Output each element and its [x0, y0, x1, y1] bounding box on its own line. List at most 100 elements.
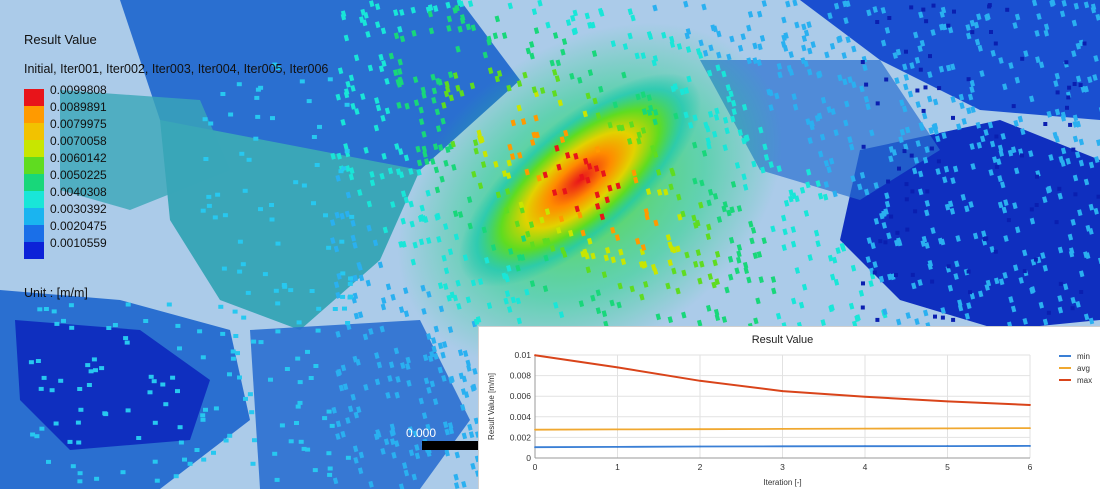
x-tick-label: 6 [1028, 462, 1033, 472]
mesh-node-marker [70, 464, 76, 469]
mesh-node-marker [254, 95, 260, 100]
mesh-node-marker [736, 205, 743, 212]
mesh-node-marker [1096, 139, 1100, 147]
mesh-node-marker [866, 9, 872, 17]
series-point-min [616, 445, 619, 448]
mesh-node-marker [565, 151, 571, 159]
mesh-node-marker [530, 139, 536, 146]
mesh-node-marker [357, 263, 363, 271]
mesh-node-marker [860, 60, 865, 64]
strain-hotspot [397, 22, 783, 368]
mesh-node-marker [947, 284, 954, 292]
mesh-node-marker [232, 309, 238, 314]
mesh-node-marker [273, 288, 279, 293]
mesh-node-marker [353, 312, 360, 320]
mesh-node-marker [258, 207, 263, 212]
mesh-node-marker [935, 135, 941, 143]
mesh-node-marker [757, 10, 763, 18]
mesh-node-marker [905, 312, 911, 319]
mesh-node-marker [486, 38, 492, 46]
legend-entry-min: min [1077, 352, 1090, 361]
mesh-node-marker [1015, 226, 1021, 234]
mesh-node-marker [306, 99, 312, 104]
mesh-node-marker [388, 361, 395, 369]
mesh-node-marker [619, 124, 625, 132]
mesh-node-marker [989, 140, 996, 148]
mesh-node-marker [381, 297, 387, 304]
mesh-node-marker [953, 273, 959, 280]
mesh-node-marker [545, 21, 551, 29]
mesh-node-marker [143, 319, 149, 323]
mesh-node-marker [516, 80, 523, 88]
mesh-node-marker [411, 29, 417, 37]
mesh-node-marker [462, 254, 469, 262]
mesh-node-marker [368, 328, 374, 335]
mesh-node-marker [460, 404, 466, 411]
mesh-node-marker [472, 139, 479, 147]
mesh-node-marker [423, 377, 430, 385]
mesh-node-marker [1048, 154, 1054, 161]
mesh-node-marker [448, 427, 455, 435]
mesh-node-marker [178, 440, 184, 445]
mesh-node-marker [849, 143, 855, 151]
mesh-node-marker [980, 135, 986, 143]
mesh-node-marker [337, 67, 344, 75]
mesh-node-marker [43, 307, 49, 311]
mesh-node-marker [279, 423, 285, 428]
mesh-node-marker [1095, 13, 1100, 21]
mesh-node-marker [803, 209, 810, 217]
mesh-node-marker [391, 451, 397, 459]
mesh-node-marker [438, 305, 445, 313]
mesh-node-marker [861, 144, 866, 149]
mesh-node-marker [918, 188, 924, 196]
result-chart-panel: Result Value 0 0.002 0.004 0.006 0.008 0.01 0 1 2… [478, 326, 1100, 489]
mesh-node-marker [85, 363, 91, 368]
mesh-node-marker [595, 307, 602, 315]
mesh-node-marker [383, 438, 390, 446]
mesh-node-marker [398, 240, 404, 248]
mesh-node-marker [350, 84, 356, 92]
mesh-node-marker [930, 227, 936, 234]
mesh-node-marker [631, 169, 637, 177]
mesh-node-marker [152, 459, 158, 464]
mesh-node-marker [785, 0, 791, 8]
mesh-node-marker [948, 200, 954, 208]
mesh-node-marker [399, 35, 406, 43]
mesh-node-marker [430, 158, 436, 165]
mesh-node-marker [431, 87, 438, 95]
mesh-node-marker [676, 193, 682, 201]
mesh-node-marker [734, 267, 740, 275]
mesh-node-marker [507, 143, 513, 151]
mesh-node-marker [863, 188, 870, 196]
mesh-node-marker [707, 110, 714, 118]
mesh-node-marker [534, 131, 540, 139]
mesh-node-marker [749, 237, 755, 245]
mesh-node-marker [822, 193, 829, 201]
mesh-node-marker [412, 76, 419, 84]
mesh-node-marker [481, 226, 488, 234]
mesh-node-marker [440, 351, 446, 359]
mesh-node-marker [331, 406, 337, 414]
mesh-node-marker [852, 320, 858, 328]
mesh-node-marker [398, 306, 405, 314]
mesh-node-marker [807, 47, 813, 55]
mesh-node-marker [442, 421, 449, 429]
mesh-node-marker [86, 383, 92, 387]
mesh-node-marker [824, 51, 830, 59]
mesh-node-marker [461, 432, 468, 440]
mesh-node-marker [726, 53, 732, 61]
mesh-node-marker [998, 149, 1005, 157]
mesh-node-marker [792, 103, 799, 111]
mesh-node-marker [775, 312, 782, 320]
mesh-node-marker [862, 64, 868, 72]
mesh-node-marker [418, 118, 425, 126]
mesh-node-marker [249, 410, 255, 415]
mesh-node-marker [994, 164, 999, 169]
mesh-node-marker [706, 142, 712, 150]
mesh-node-marker [1020, 128, 1026, 136]
mesh-node-marker [617, 282, 623, 290]
mesh-node-marker [685, 28, 692, 35]
mesh-node-marker [515, 264, 521, 272]
mesh-node-marker [827, 12, 833, 20]
